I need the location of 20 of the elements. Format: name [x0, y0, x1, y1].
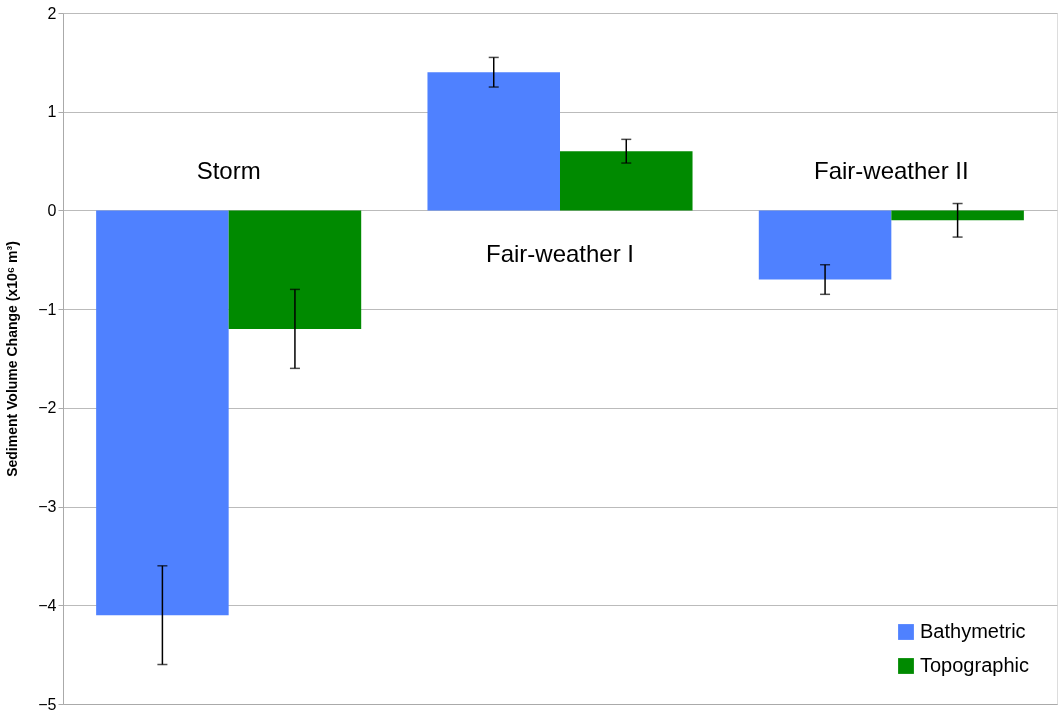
y-tick-label: −2: [38, 399, 57, 417]
bar: [560, 151, 693, 211]
legend-label: Bathymetric: [920, 620, 1026, 642]
legend-label: Topographic: [920, 654, 1029, 676]
bar: [427, 72, 560, 211]
bar: [96, 210, 229, 616]
y-tick-label: 1: [47, 103, 57, 121]
y-axis-title: Sediment Volume Change (x10⁶ m³): [4, 241, 21, 477]
bar: [758, 210, 892, 280]
y-tick-label: −5: [38, 695, 57, 713]
y-tick-label: −1: [38, 300, 57, 318]
bar: [891, 210, 1024, 221]
bar: [228, 210, 362, 329]
x-tick-label: Storm: [196, 157, 261, 185]
x-tick-label: Fair-weather I: [485, 240, 635, 268]
y-tick-label: −4: [38, 596, 57, 614]
y-tick-label: 2: [47, 4, 57, 22]
y-tick-label: −3: [38, 498, 57, 516]
y-tick-label: 0: [47, 201, 57, 219]
x-tick-label: Fair-weather II: [813, 157, 969, 185]
